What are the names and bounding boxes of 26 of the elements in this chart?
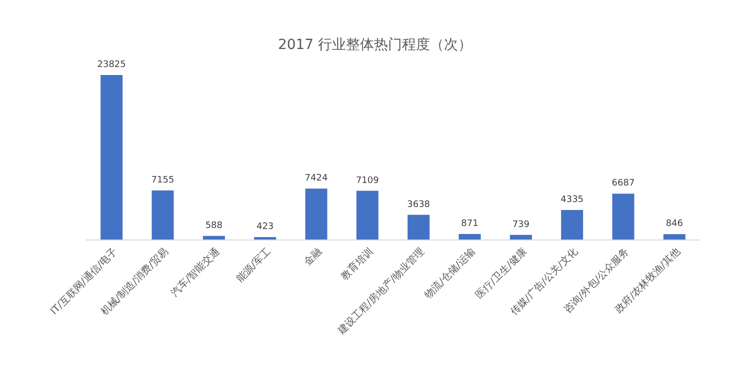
- data-label: 7424: [304, 174, 328, 184]
- x-tick-label: 金融: [302, 246, 324, 268]
- data-label: 423: [256, 222, 274, 232]
- data-label: 4335: [560, 194, 584, 205]
- bar: [305, 188, 328, 240]
- data-label: 6687: [612, 178, 635, 189]
- x-tick-label: 汽车/智能交通: [168, 246, 222, 299]
- data-label: 3638: [407, 200, 430, 210]
- data-label: 588: [205, 220, 223, 231]
- data-label: 23825: [97, 60, 126, 70]
- bar: [408, 214, 430, 240]
- data-label: 871: [461, 218, 478, 229]
- bar: [663, 234, 686, 240]
- data-label: 7109: [356, 176, 380, 186]
- data-label: 739: [512, 220, 530, 230]
- bar: [561, 210, 584, 240]
- x-tick-label: 能源/军工: [234, 246, 274, 285]
- bar: [100, 75, 123, 240]
- bar: [458, 234, 481, 240]
- data-label: 846: [666, 219, 684, 230]
- data-label: 7155: [151, 175, 174, 186]
- x-tick-label: 教育培训: [338, 246, 376, 282]
- bar: [152, 190, 174, 240]
- bar: [612, 194, 634, 240]
- chart-title: 2017 行业整体热门程度（次）: [278, 37, 472, 53]
- bar: [356, 190, 378, 240]
